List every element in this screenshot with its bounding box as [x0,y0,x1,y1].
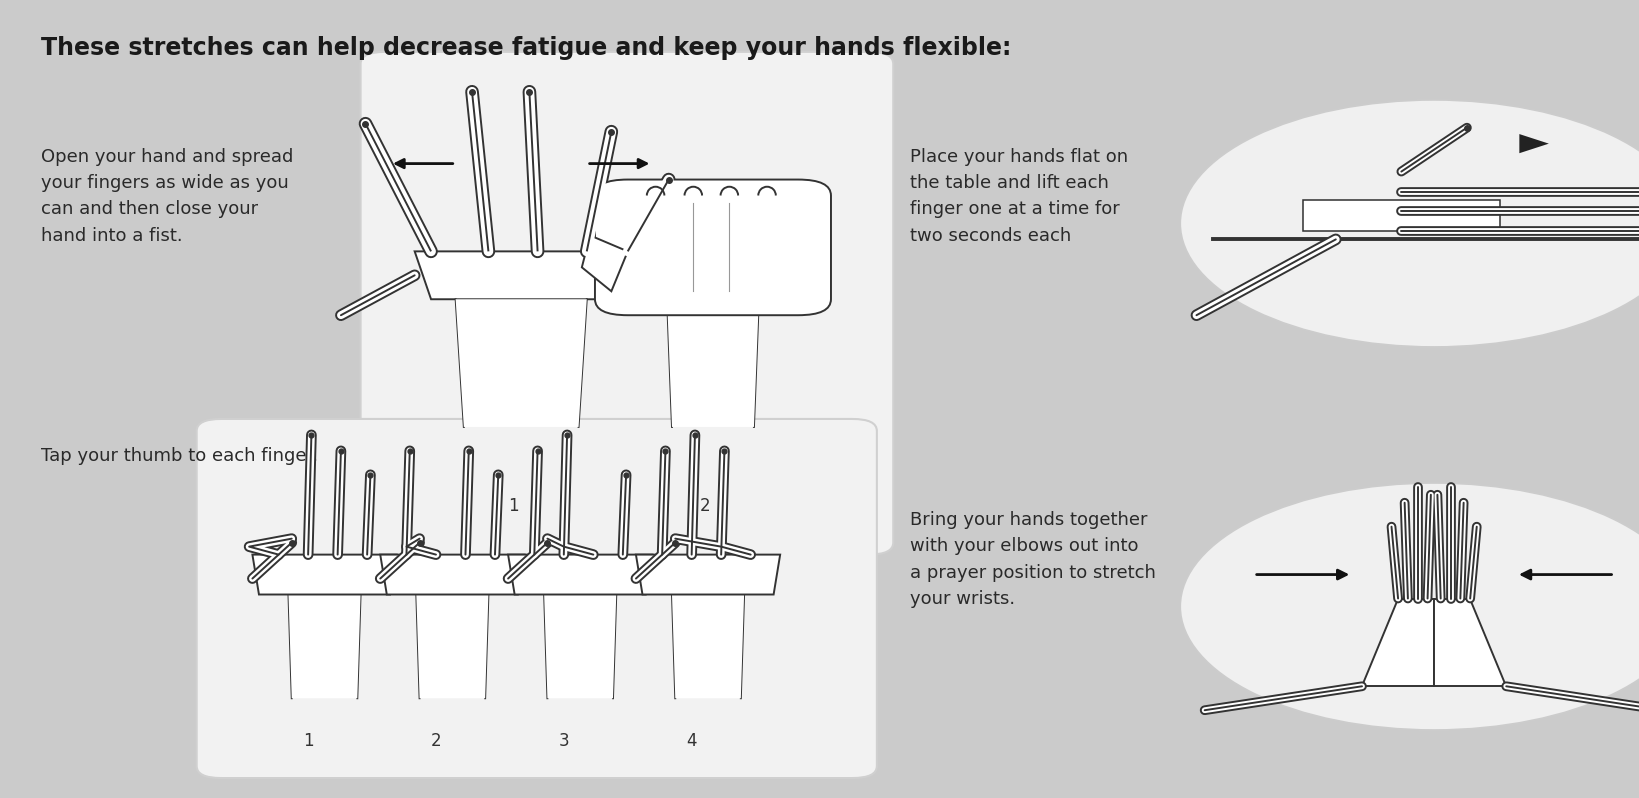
Polygon shape [380,555,524,595]
Polygon shape [252,555,397,595]
Polygon shape [508,555,652,595]
Text: 1: 1 [508,496,518,515]
FancyBboxPatch shape [361,52,893,555]
Text: 2: 2 [700,496,710,515]
Polygon shape [415,251,628,299]
Polygon shape [636,555,780,595]
Polygon shape [1362,598,1434,686]
Polygon shape [672,595,744,698]
Circle shape [1180,483,1639,730]
Polygon shape [416,595,488,698]
Circle shape [1180,100,1639,347]
Polygon shape [288,595,361,698]
Polygon shape [456,299,587,427]
Text: These stretches can help decrease fatigue and keep your hands flexible:: These stretches can help decrease fatigu… [41,36,1011,60]
Text: 1: 1 [303,732,313,750]
Text: Open your hand and spread
your fingers as wide as you
can and then close your
ha: Open your hand and spread your fingers a… [41,148,293,245]
Text: 2: 2 [431,732,441,750]
Text: 3: 3 [559,732,569,750]
FancyBboxPatch shape [197,419,877,778]
Text: Tap your thumb to each finger.: Tap your thumb to each finger. [41,447,318,465]
Text: 4: 4 [687,732,697,750]
Polygon shape [544,595,616,698]
FancyBboxPatch shape [595,180,831,315]
Text: Place your hands flat on
the table and lift each
finger one at a time for
two se: Place your hands flat on the table and l… [910,148,1128,245]
Polygon shape [1303,200,1500,231]
Text: Bring your hands together
with your elbows out into
a prayer position to stretch: Bring your hands together with your elbo… [910,511,1155,608]
Polygon shape [667,299,759,427]
Polygon shape [582,235,628,291]
Polygon shape [1434,598,1506,686]
Polygon shape [1519,134,1549,153]
